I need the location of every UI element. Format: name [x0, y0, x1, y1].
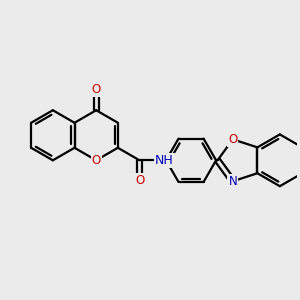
Text: N: N [228, 175, 237, 188]
Text: O: O [228, 133, 237, 146]
Text: O: O [135, 174, 144, 187]
Text: NH: NH [155, 154, 174, 167]
Text: O: O [92, 154, 101, 167]
Text: O: O [92, 83, 101, 96]
